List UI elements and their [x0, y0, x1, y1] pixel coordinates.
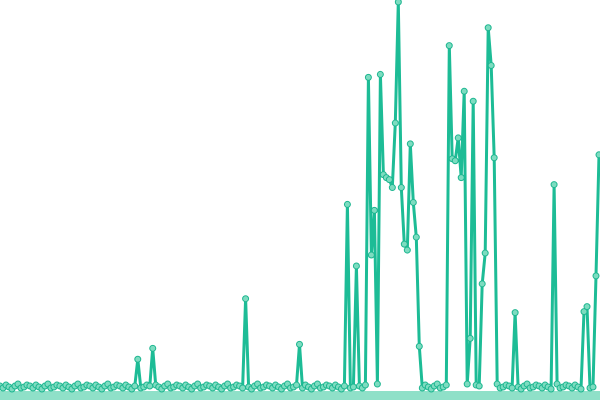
data-point — [583, 303, 591, 311]
baseline-band — [0, 391, 600, 400]
data-point — [352, 262, 360, 270]
data-point — [484, 24, 492, 32]
data-point — [376, 70, 384, 78]
data-point — [547, 385, 555, 393]
data-point — [385, 176, 393, 184]
data-point — [146, 382, 154, 390]
data-point — [149, 344, 157, 352]
data-point — [466, 334, 474, 342]
data-point — [239, 384, 247, 392]
data-point — [131, 382, 139, 390]
data-point — [478, 280, 486, 288]
data-point — [589, 383, 597, 391]
data-point — [349, 383, 357, 391]
data-point — [373, 380, 381, 388]
data-point — [340, 382, 348, 390]
data-point — [451, 157, 459, 165]
data-point — [460, 87, 468, 95]
data-point — [577, 385, 585, 393]
data-point — [400, 240, 408, 248]
data-point — [293, 381, 301, 389]
data-point — [388, 184, 396, 192]
data-point — [403, 246, 411, 254]
data-point — [394, 0, 402, 6]
data-point — [406, 140, 414, 148]
data-point — [343, 200, 351, 208]
data-point — [487, 61, 495, 69]
data-point — [481, 249, 489, 257]
data-point — [511, 309, 519, 317]
data-point — [397, 184, 405, 192]
data-point — [550, 181, 558, 189]
series-line — [0, 0, 600, 391]
data-point — [409, 198, 417, 206]
data-point — [134, 355, 142, 363]
data-point — [391, 119, 399, 127]
data-point — [415, 342, 423, 350]
data-point — [367, 251, 375, 259]
data-point — [508, 384, 516, 392]
data-point — [445, 42, 453, 50]
data-point — [442, 381, 450, 389]
data-point — [454, 134, 462, 142]
data-point — [412, 233, 420, 241]
data-point — [463, 380, 471, 388]
data-point — [364, 73, 372, 81]
data-point — [475, 382, 483, 390]
data-point — [370, 206, 378, 214]
data-point — [242, 295, 250, 303]
data-point — [469, 97, 477, 105]
data-point — [361, 381, 369, 389]
data-point — [457, 174, 465, 182]
data-point — [490, 154, 498, 162]
data-point — [592, 272, 600, 280]
data-point — [296, 340, 303, 348]
data-point — [595, 151, 600, 159]
data-point — [580, 308, 588, 316]
